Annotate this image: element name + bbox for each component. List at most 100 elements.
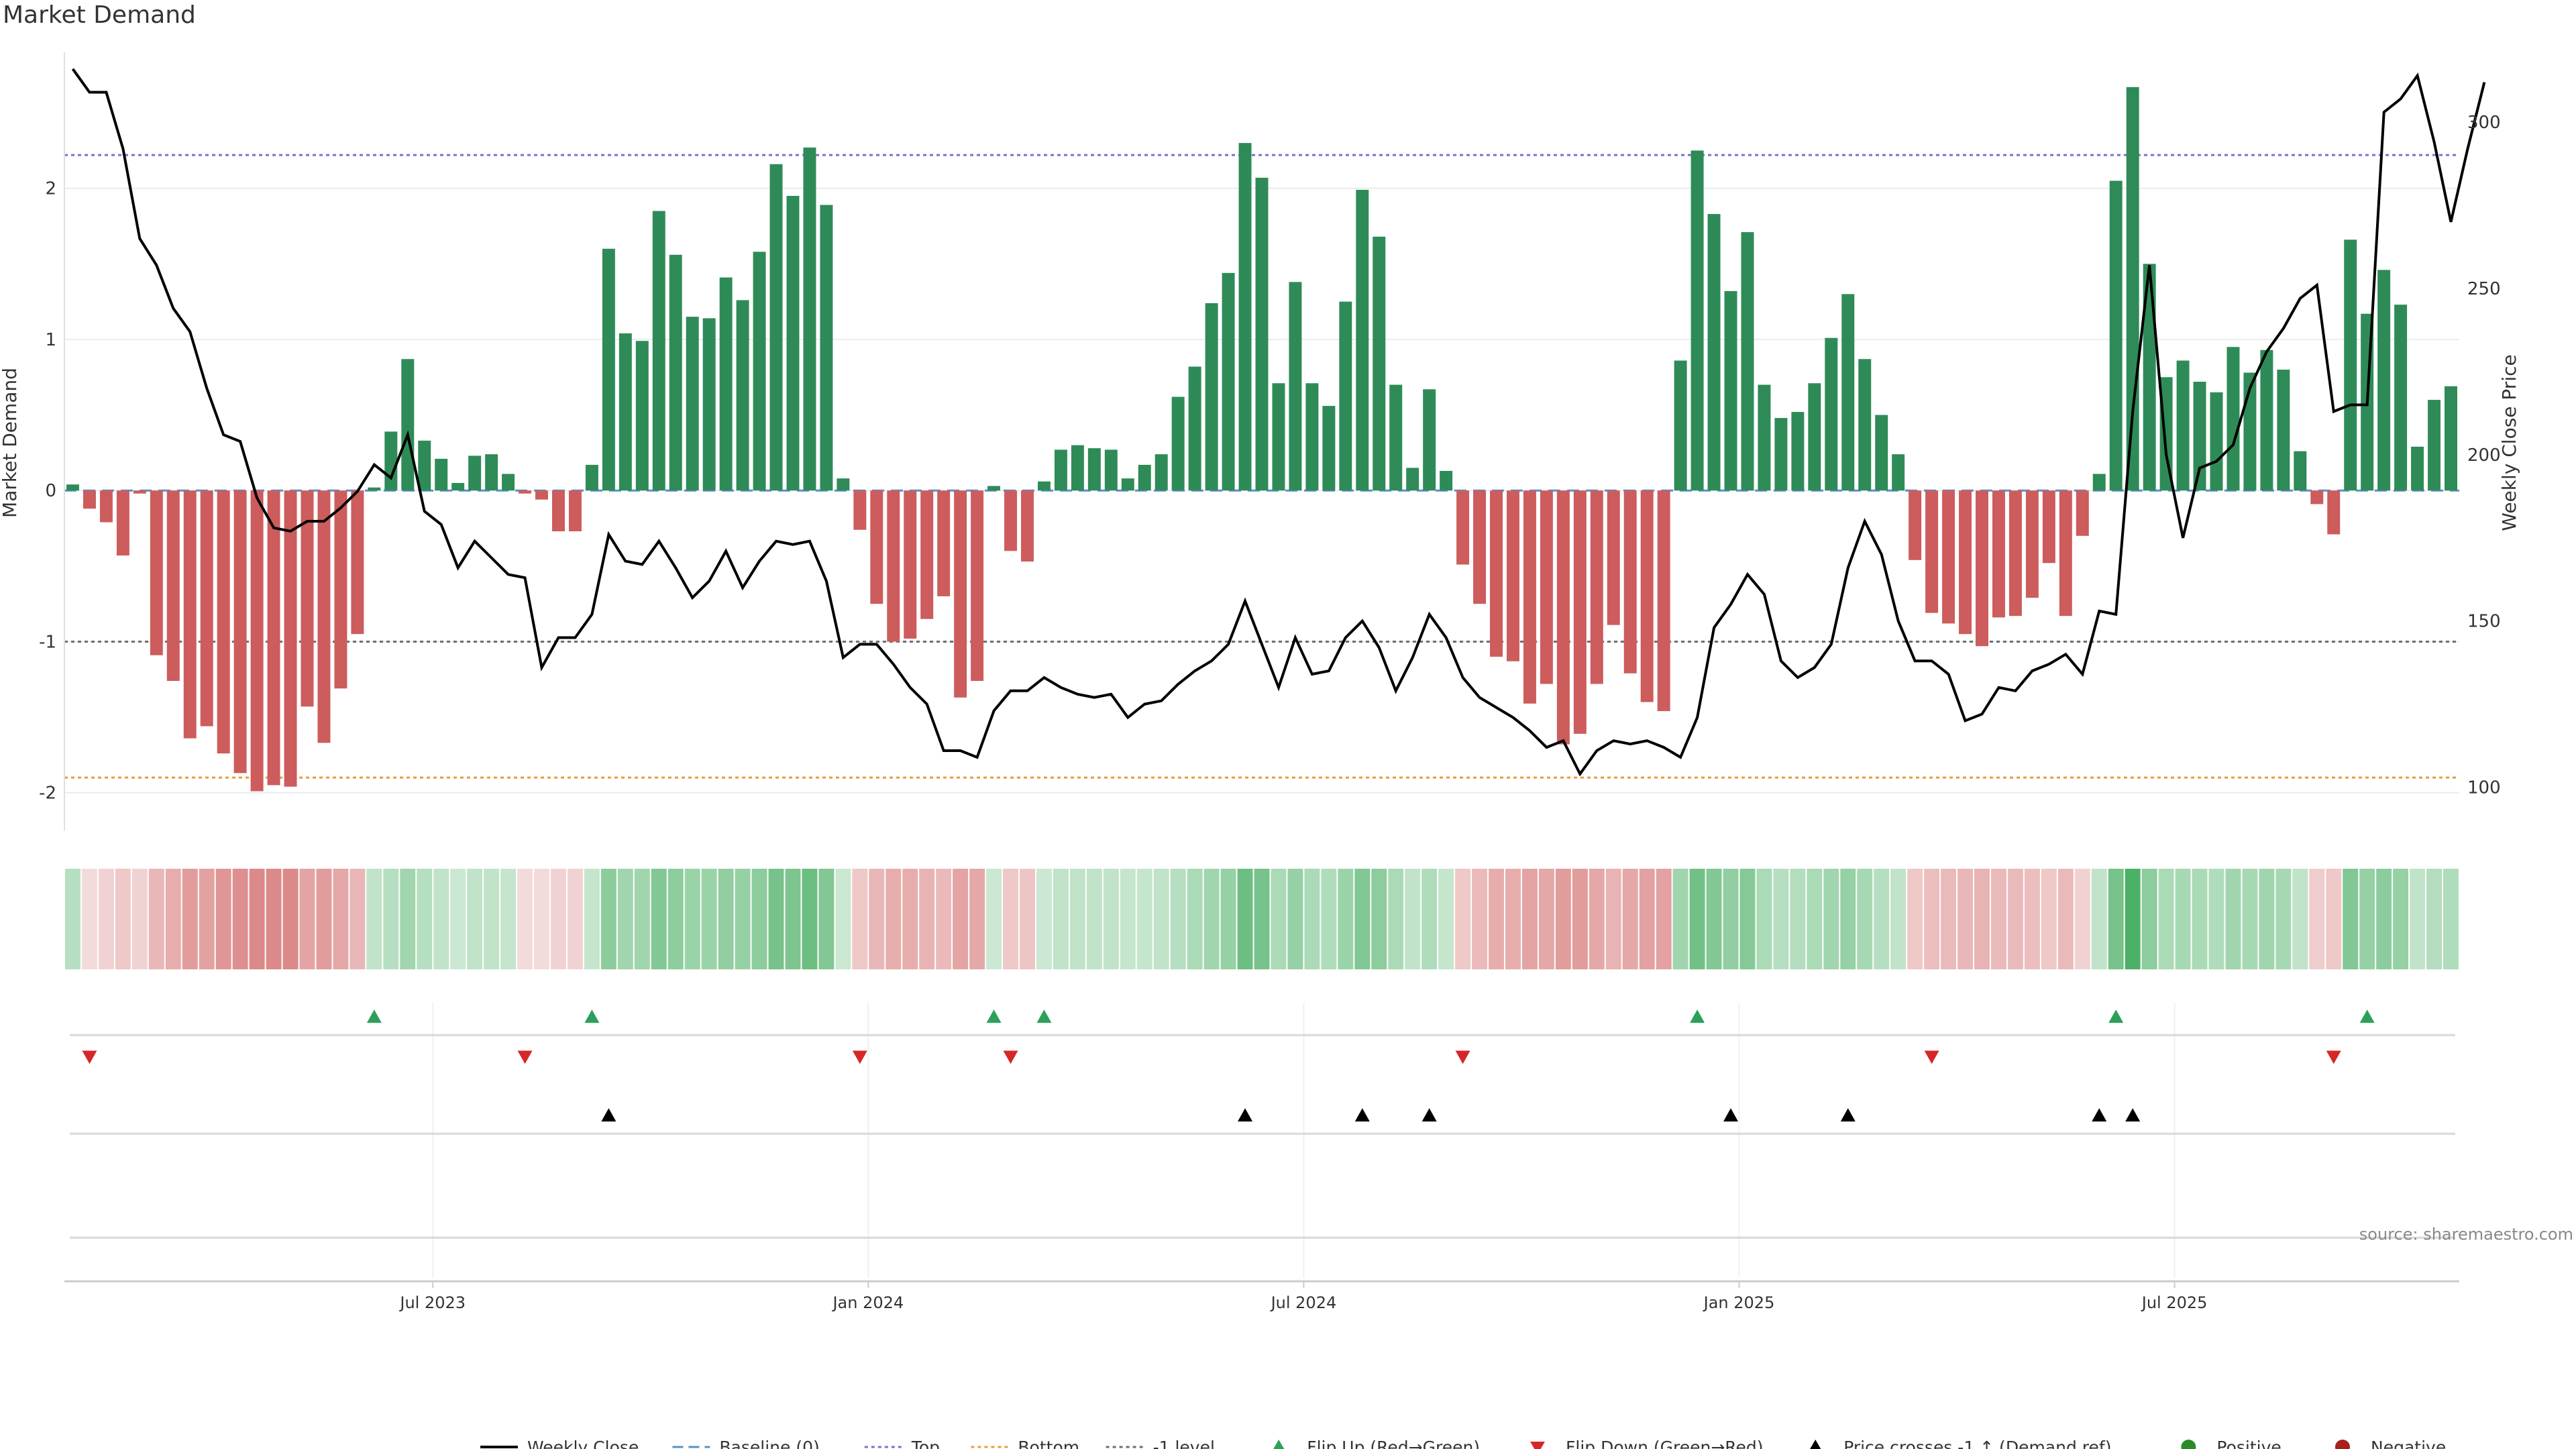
- heat-cell: [2259, 869, 2275, 969]
- flip-down-marker: [517, 1051, 533, 1064]
- heat-cell: [467, 869, 483, 969]
- demand-bar: [1875, 415, 1888, 491]
- y2-tick-label: 200: [2467, 445, 2501, 466]
- heat-cell: [751, 869, 767, 969]
- heat-cell: [1622, 869, 1638, 969]
- demand-bar: [1657, 490, 1670, 712]
- heat-cell: [1271, 869, 1287, 969]
- demand-bar: [568, 490, 582, 532]
- demand-bar: [1506, 490, 1519, 661]
- flip-down-marker: [82, 1051, 97, 1064]
- demand-bar: [502, 474, 515, 491]
- heat-cell: [1823, 869, 1839, 969]
- svg-text:Top: Top: [911, 1438, 940, 1449]
- price-cross-marker: [1354, 1108, 1370, 1122]
- heat-cell: [2074, 869, 2090, 969]
- demand-bar: [1841, 294, 1855, 491]
- heat-cell: [1639, 869, 1655, 969]
- flip-up-marker: [2108, 1010, 2124, 1023]
- heat-cell: [1455, 869, 1471, 969]
- heat-cell: [1840, 869, 1856, 969]
- y2-tick-label: 250: [2467, 279, 2501, 299]
- heat-cell: [131, 869, 148, 969]
- heat-cell: [1756, 869, 1772, 969]
- heat-cell: [936, 869, 952, 969]
- heat-cell: [1489, 869, 1504, 969]
- demand-bar: [368, 487, 381, 491]
- heat-cell: [350, 869, 366, 969]
- heat-cell: [2326, 869, 2342, 969]
- heat-cell: [2225, 869, 2241, 969]
- demand-bar: [1724, 290, 1737, 491]
- demand-bar: [2126, 87, 2139, 491]
- heat-cell: [768, 869, 784, 969]
- demand-bar: [1590, 490, 1603, 684]
- demand-bar: [1440, 470, 1453, 491]
- heat-cell: [550, 869, 566, 969]
- demand-bar: [1356, 189, 1369, 491]
- demand-bar: [2008, 490, 2022, 616]
- demand-bar: [1456, 490, 1470, 565]
- x-tick-label: Jan 2025: [1703, 1293, 1775, 1312]
- heat-cell: [1405, 869, 1421, 969]
- demand-bar: [133, 490, 146, 494]
- demand-bar: [753, 252, 766, 491]
- flip-up-marker: [1036, 1010, 1052, 1023]
- heat-cell: [1807, 869, 1823, 969]
- heat-cell: [2292, 869, 2308, 969]
- demand-bar: [837, 478, 850, 491]
- heat-cell: [1706, 869, 1722, 969]
- heat-cell: [986, 869, 1002, 969]
- heat-cell: [1153, 869, 1169, 969]
- demand-bar: [2210, 392, 2223, 491]
- heat-cell: [115, 869, 131, 969]
- y2-tick-label: 150: [2467, 612, 2501, 632]
- x-tick-label: Jul 2024: [1270, 1293, 1337, 1312]
- heat-cell: [735, 869, 751, 969]
- demand-bar: [719, 277, 733, 491]
- demand-bar: [2428, 400, 2441, 491]
- demand-bar: [1389, 384, 1403, 491]
- heat-cell: [953, 869, 969, 969]
- flip-up-marker: [2359, 1010, 2375, 1023]
- demand-bar: [1556, 490, 1570, 745]
- heat-cell: [969, 869, 985, 969]
- heat-cell: [249, 869, 265, 969]
- y-tick-label: 1: [45, 330, 56, 350]
- heat-cell: [1689, 869, 1705, 969]
- demand-bar: [1825, 337, 1838, 491]
- price-cross-marker: [601, 1108, 616, 1122]
- flip-up-marker: [366, 1010, 382, 1023]
- demand-bar: [2193, 382, 2206, 491]
- svg-text:Flip Down (Green→Red): Flip Down (Green→Red): [1566, 1438, 1764, 1449]
- demand-bar: [99, 490, 113, 523]
- heat-cell: [182, 869, 198, 969]
- legend-item: -1 level: [1106, 1438, 1215, 1449]
- demand-bar: [769, 164, 783, 491]
- heat-cell: [2057, 869, 2074, 969]
- heat-cell: [366, 869, 382, 969]
- legend-item: Flip Up (Red→Green): [1273, 1438, 1480, 1449]
- demand-bar: [920, 490, 934, 619]
- demand-bar: [1406, 468, 1419, 491]
- demand-bar: [351, 490, 364, 635]
- demand-bar: [702, 318, 716, 491]
- demand-bar: [2092, 474, 2106, 491]
- heat-cell: [2275, 869, 2292, 969]
- heat-cell: [919, 869, 935, 969]
- heat-cell: [1069, 869, 1085, 969]
- y-axis-label: Market Demand: [0, 368, 21, 518]
- y2-axis-label: Weekly Close Price: [2498, 354, 2520, 531]
- legend-item: Positive: [2181, 1438, 2282, 1449]
- heat-cell: [1874, 869, 1890, 969]
- heat-cell: [2192, 869, 2208, 969]
- x-tick-label: Jul 2023: [398, 1293, 466, 1312]
- heat-cell: [718, 869, 734, 969]
- heat-cell: [484, 869, 500, 969]
- price-cross-marker: [1421, 1108, 1437, 1122]
- demand-bar: [1339, 301, 1352, 491]
- svg-text:Weekly Close: Weekly Close: [527, 1438, 639, 1449]
- heat-cell: [148, 869, 164, 969]
- demand-bar: [1322, 406, 1336, 491]
- demand-bar: [1188, 366, 1201, 491]
